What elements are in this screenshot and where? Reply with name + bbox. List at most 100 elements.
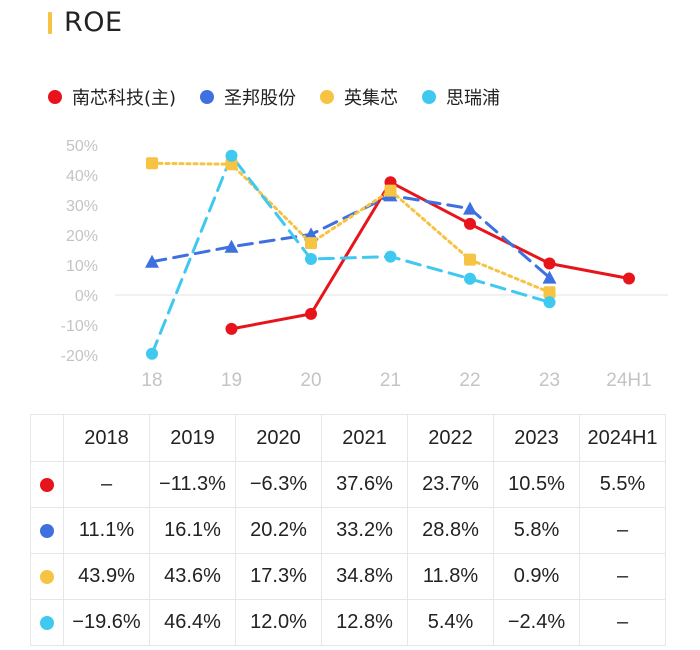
table-cell: 43.9% bbox=[63, 553, 150, 600]
series-dot-icon bbox=[40, 477, 54, 492]
data-point bbox=[464, 272, 476, 285]
legend-label: 圣邦股份 bbox=[224, 88, 297, 109]
row-marker-cell bbox=[30, 461, 64, 508]
y-tick-label: 50% bbox=[66, 138, 98, 155]
data-point bbox=[305, 307, 317, 320]
data-point bbox=[463, 201, 477, 215]
table-header-cell: 2021 bbox=[321, 414, 408, 462]
table-cell: – bbox=[63, 461, 150, 508]
table-row: −19.6% 46.4% 12.0% 12.8% 5.4% −2.4% – bbox=[30, 599, 666, 646]
data-point bbox=[225, 322, 238, 335]
table-corner-cell bbox=[30, 414, 64, 462]
table-cell: 43.6% bbox=[149, 553, 236, 600]
data-point bbox=[305, 237, 317, 250]
data-point bbox=[542, 270, 557, 284]
data-point bbox=[225, 149, 238, 162]
table-cell: 0.9% bbox=[493, 553, 580, 600]
table-header-cell: 2019 bbox=[149, 414, 236, 462]
table-cell: −11.3% bbox=[149, 461, 236, 508]
table-row: 11.1% 16.1% 20.2% 33.2% 28.8% 5.8% – bbox=[30, 507, 666, 554]
page-title: ROE bbox=[64, 7, 123, 38]
data-point bbox=[543, 296, 556, 309]
table-header-row: 2018 2019 2020 2021 2022 2023 2024H1 bbox=[30, 414, 666, 462]
table-header-cell: 2024H1 bbox=[579, 414, 666, 462]
series-dot-icon bbox=[40, 569, 54, 584]
table-cell: −19.6% bbox=[63, 599, 150, 646]
x-tick-label: 24H1 bbox=[606, 370, 651, 391]
x-tick-label: 18 bbox=[141, 370, 162, 391]
table-header-cell: 2023 bbox=[493, 414, 580, 462]
table-cell: −2.4% bbox=[493, 599, 580, 646]
series-dot-icon bbox=[40, 615, 54, 630]
data-point bbox=[543, 257, 556, 270]
table-header-cell: 2018 bbox=[63, 414, 150, 462]
y-tick-label: -20% bbox=[61, 348, 98, 365]
y-tick-label: 0% bbox=[75, 288, 98, 305]
legend-marker-icon bbox=[200, 90, 215, 104]
legend-item: 思瑞浦 bbox=[422, 84, 500, 110]
data-point bbox=[146, 157, 158, 170]
table-cell: 17.3% bbox=[235, 553, 322, 600]
table-cell: – bbox=[579, 553, 666, 600]
table-cell: 11.8% bbox=[407, 553, 494, 600]
table-cell: 16.1% bbox=[149, 507, 236, 554]
data-point bbox=[145, 254, 159, 268]
table-cell: 5.4% bbox=[407, 599, 494, 646]
table-cell: 12.8% bbox=[321, 599, 408, 646]
table-cell: 37.6% bbox=[321, 461, 408, 508]
legend-item: 英集芯 bbox=[320, 84, 398, 110]
series-line bbox=[230, 180, 631, 331]
x-tick-label: 19 bbox=[221, 370, 242, 391]
table-cell: −6.3% bbox=[235, 461, 322, 508]
data-point bbox=[224, 239, 239, 253]
table-row: – −11.3% −6.3% 37.6% 23.7% 10.5% 5.5% bbox=[30, 461, 666, 508]
legend-marker-icon bbox=[422, 90, 437, 104]
legend-label: 南芯科技(主) bbox=[72, 88, 177, 109]
table-cell: 10.5% bbox=[493, 461, 580, 508]
data-point bbox=[623, 272, 635, 285]
table-cell: 46.4% bbox=[149, 599, 236, 646]
chart-legend: 南芯科技(主) 圣邦股份 英集芯 思瑞浦 bbox=[48, 84, 524, 110]
y-tick-label: 30% bbox=[66, 198, 98, 215]
roe-data-table: 2018 2019 2020 2021 2022 2023 2024H1 – −… bbox=[30, 414, 666, 646]
series-line bbox=[150, 154, 551, 356]
legend-item: 圣邦股份 bbox=[200, 84, 296, 110]
row-marker-cell bbox=[30, 599, 64, 646]
title-accent-bar bbox=[48, 12, 52, 34]
data-point bbox=[305, 253, 317, 265]
legend-marker-icon bbox=[48, 90, 62, 104]
row-marker-cell bbox=[30, 507, 64, 554]
data-point bbox=[384, 184, 397, 197]
data-point bbox=[464, 217, 476, 230]
x-tick-label: 21 bbox=[380, 370, 401, 391]
legend-label: 英集芯 bbox=[344, 88, 399, 109]
table-cell: – bbox=[579, 599, 666, 646]
series-line bbox=[150, 193, 551, 280]
data-point bbox=[146, 347, 158, 360]
y-tick-label: -10% bbox=[61, 318, 98, 335]
table-cell: 5.8% bbox=[493, 507, 580, 554]
data-point bbox=[225, 158, 238, 171]
data-point bbox=[384, 250, 397, 263]
data-point bbox=[543, 286, 556, 299]
series-dot-icon bbox=[40, 523, 54, 538]
table-cell: 20.2% bbox=[235, 507, 322, 554]
row-marker-cell bbox=[30, 553, 64, 600]
x-tick-label: 23 bbox=[539, 370, 560, 391]
legend-marker-icon bbox=[320, 90, 335, 104]
table-row: 43.9% 43.6% 17.3% 34.8% 11.8% 0.9% – bbox=[30, 553, 666, 600]
roe-line-chart: 50% 40% 30% 20% 10% 0% -10% -20% 18 19 20 21 22 23 24H… bbox=[61, 138, 668, 391]
legend-label: 思瑞浦 bbox=[446, 88, 501, 109]
table-cell: 12.0% bbox=[235, 599, 322, 646]
x-tick-label: 20 bbox=[300, 370, 321, 391]
series-line bbox=[150, 161, 551, 294]
table-cell: 11.1% bbox=[63, 507, 150, 554]
table-cell: – bbox=[579, 507, 666, 554]
table-cell: 33.2% bbox=[321, 507, 408, 554]
y-tick-label: 20% bbox=[66, 228, 98, 245]
table-header-cell: 2020 bbox=[235, 414, 322, 462]
y-tick-label: 40% bbox=[66, 168, 98, 185]
table-cell: 5.5% bbox=[579, 461, 666, 508]
table-cell: 34.8% bbox=[321, 553, 408, 600]
table-header-cell: 2022 bbox=[407, 414, 494, 462]
